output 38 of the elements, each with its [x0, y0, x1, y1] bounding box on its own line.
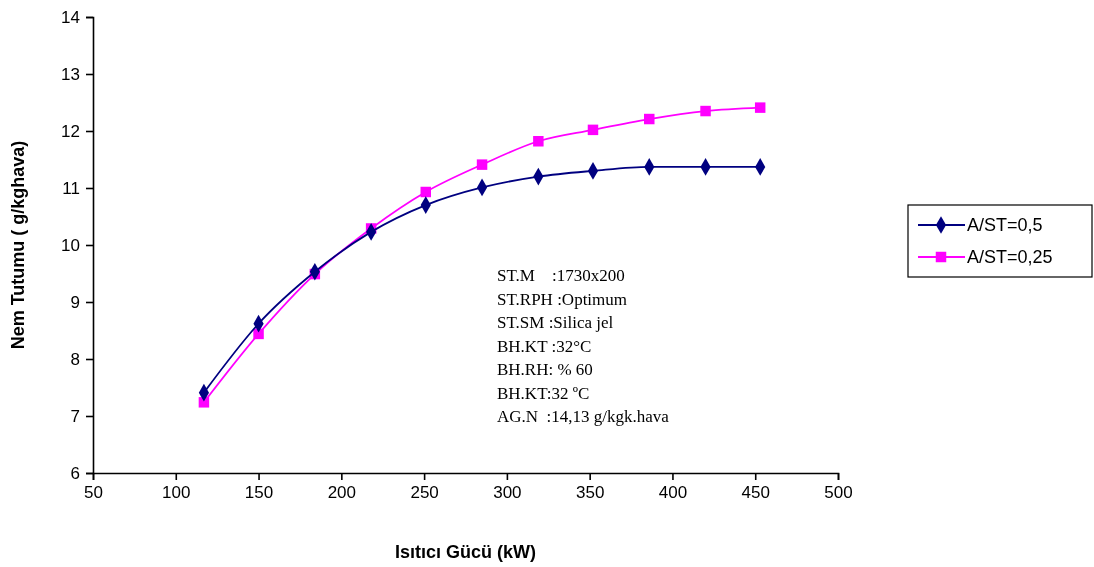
- legend-label: A/ST=0,25: [967, 247, 1053, 267]
- x-tick-label: 300: [493, 483, 522, 503]
- x-tick-label: 500: [824, 483, 853, 503]
- x-tick-label: 50: [84, 483, 103, 503]
- point: [476, 159, 488, 170]
- x-tick-label: 100: [162, 483, 191, 503]
- x-tick-label: 150: [244, 483, 274, 503]
- point: [253, 328, 264, 340]
- annotation: BH.KT:32 ºC: [497, 383, 590, 403]
- y-tick-label: 6: [70, 463, 80, 483]
- annotation: ST.SM :Silica jel: [497, 313, 614, 332]
- annotation: AG.N :14,13 g/kgk.hava: [497, 407, 670, 426]
- y-tick-label: 7: [70, 406, 80, 426]
- y-tick-label: 9: [70, 292, 80, 312]
- y-tick-label: 12: [61, 121, 80, 141]
- annotation: BH.KT :32°C: [497, 336, 592, 356]
- annotation: ST.M :1730x200: [497, 266, 625, 285]
- annotation: BH.RH: % 60: [497, 360, 593, 379]
- point: [420, 186, 432, 198]
- legend-label: A/ST=0,5: [967, 215, 1043, 235]
- y-tick-label: 13: [61, 64, 80, 84]
- point: [533, 136, 544, 147]
- y-tick-label: 8: [70, 349, 80, 369]
- y-axis-title: Nem Tutumu ( g/kghava): [8, 140, 28, 350]
- x-tick-label: 350: [575, 483, 605, 503]
- point: [754, 102, 766, 113]
- x-tick-label: 450: [741, 483, 770, 503]
- point: [587, 124, 599, 136]
- annotation: ST.RPH :Optimum: [497, 289, 628, 309]
- point: [644, 113, 655, 125]
- y-tick-label: 14: [61, 7, 80, 27]
- x-tick-label: 250: [410, 483, 439, 503]
- x-tick-label: 400: [658, 483, 688, 503]
- y-tick-label: 10: [61, 235, 80, 255]
- y-tick-label: 11: [62, 178, 80, 198]
- point: [700, 105, 711, 117]
- x-axis-title: Isıtıcı Gücü (kW): [394, 542, 537, 562]
- x-tick-label: 200: [327, 483, 357, 503]
